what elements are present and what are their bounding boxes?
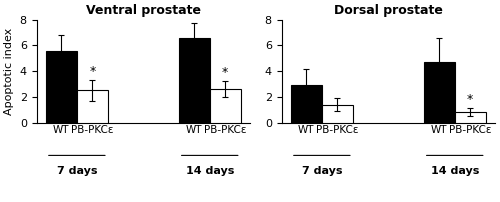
Bar (178, 38, 210, 122)
Title: Ventral prostate: Ventral prostate (86, 4, 201, 17)
Text: 14 days: 14 days (186, 166, 234, 176)
Text: 7 days: 7 days (56, 166, 97, 176)
Text: *: * (89, 65, 96, 78)
Bar (291, 85, 322, 122)
Bar (210, 89, 240, 122)
Text: *: * (222, 66, 228, 79)
Bar (424, 62, 454, 122)
Title: Dorsal prostate: Dorsal prostate (334, 4, 442, 17)
Bar (454, 112, 486, 122)
Text: *: * (467, 94, 473, 106)
Bar (77, 90, 108, 122)
Text: 14 days: 14 days (430, 166, 479, 176)
Text: 7 days: 7 days (302, 166, 342, 176)
Bar (46, 50, 77, 122)
Bar (322, 104, 353, 122)
Y-axis label: Apoptotic index: Apoptotic index (4, 27, 14, 115)
